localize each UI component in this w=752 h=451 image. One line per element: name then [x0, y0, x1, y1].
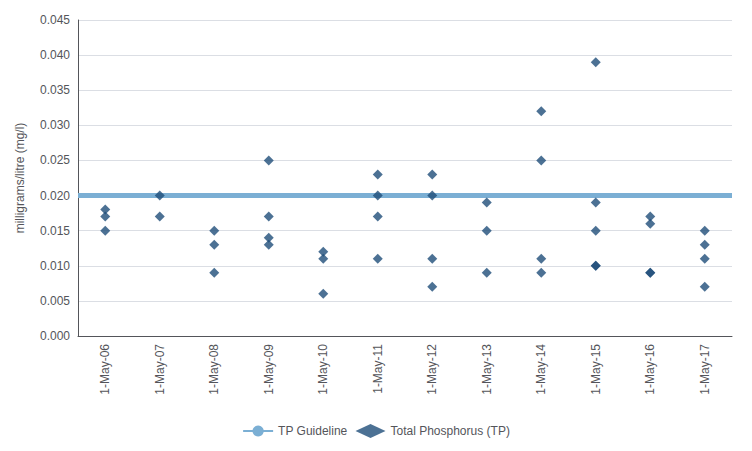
svg-text:1-May-08: 1-May-08: [207, 344, 221, 395]
svg-text:0.035: 0.035: [40, 83, 70, 97]
svg-text:0.040: 0.040: [40, 48, 70, 62]
svg-text:1-May-17: 1-May-17: [698, 344, 712, 395]
svg-text:0.000: 0.000: [40, 329, 70, 343]
svg-text:1-May-10: 1-May-10: [316, 344, 330, 395]
svg-text:1-May-11: 1-May-11: [371, 344, 385, 394]
svg-text:0.010: 0.010: [40, 259, 70, 273]
svg-text:Total Phosphorus (TP): Total Phosphorus (TP): [390, 424, 509, 438]
svg-text:milligrams/litre (mg/l): milligrams/litre (mg/l): [13, 123, 27, 234]
svg-text:1-May-06: 1-May-06: [98, 344, 112, 395]
svg-text:0.020: 0.020: [40, 189, 70, 203]
svg-text:0.045: 0.045: [40, 13, 70, 27]
svg-text:1-May-13: 1-May-13: [480, 344, 494, 395]
svg-text:1-May-16: 1-May-16: [643, 344, 657, 395]
svg-text:0.015: 0.015: [40, 224, 70, 238]
svg-text:0.025: 0.025: [40, 153, 70, 167]
svg-text:1-May-09: 1-May-09: [262, 344, 276, 395]
svg-text:1-May-12: 1-May-12: [425, 344, 439, 395]
svg-text:TP Guideline: TP Guideline: [278, 424, 347, 438]
svg-text:1-May-15: 1-May-15: [589, 344, 603, 395]
svg-text:0.030: 0.030: [40, 118, 70, 132]
svg-text:1-May-14: 1-May-14: [534, 344, 548, 395]
svg-text:0.005: 0.005: [40, 294, 70, 308]
svg-text:1-May-07: 1-May-07: [153, 344, 167, 395]
